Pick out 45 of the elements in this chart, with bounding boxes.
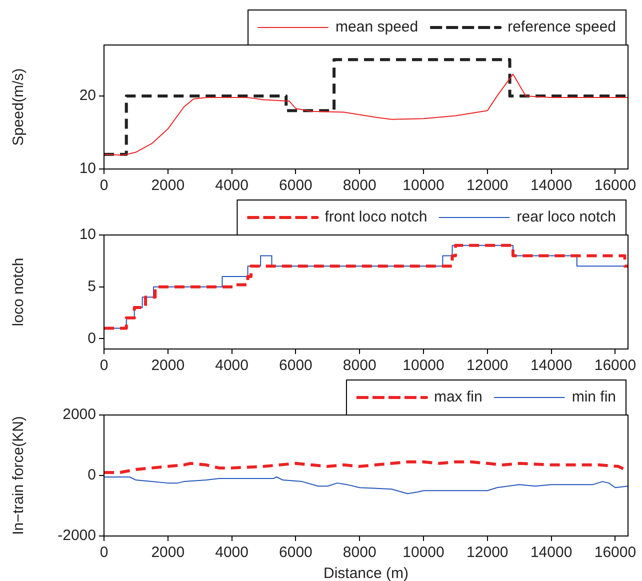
x-tick-label: 6000: [279, 177, 312, 194]
x-tick-label: 16000: [594, 357, 636, 374]
x-tick-label: 2000: [151, 357, 185, 374]
x-tick-label: 10000: [402, 177, 444, 194]
x-tick-label: 8000: [342, 544, 376, 562]
x-tick-label: 10000: [402, 544, 444, 562]
x-tick-label: 2000: [151, 177, 185, 194]
y-tick-label: 20: [79, 87, 96, 104]
x-tick-label: 0: [100, 177, 108, 194]
y-axis-title: loco notch: [10, 258, 28, 326]
y-tick-label: -2000: [58, 527, 96, 544]
y-tick-label: 5: [88, 278, 96, 295]
x-tick-label: 0: [100, 544, 108, 562]
x-tick-label: 6000: [279, 357, 312, 374]
x-tick-label: 6000: [279, 544, 312, 562]
legend-label: min fin: [572, 388, 616, 406]
x-tick-label: 8000: [342, 177, 376, 194]
x-tick-label: 14000: [530, 177, 572, 194]
legend-label: rear loco notch: [516, 208, 616, 226]
legend-label: max fin: [434, 388, 482, 406]
x-tick-label: 16000: [594, 544, 636, 562]
x-tick-label: 4000: [215, 544, 248, 562]
x-tick-label: 14000: [530, 544, 572, 562]
x-tick-label: 12000: [466, 544, 508, 562]
x-tick-label: 4000: [215, 357, 248, 374]
x-tick-label: 2000: [151, 544, 185, 562]
y-axis-title: Speed(m/s): [10, 68, 28, 146]
x-tick-label: 12000: [466, 177, 508, 194]
y-tick-label: 10: [79, 226, 96, 244]
x-axis-title: Distance (m): [323, 565, 409, 581]
y-tick-label: 10: [79, 160, 96, 178]
legend-label: mean speed: [336, 18, 418, 36]
legend-label: reference speed: [508, 18, 616, 36]
y-tick-label: 0: [88, 330, 96, 347]
x-tick-label: 12000: [466, 357, 508, 374]
x-tick-label: 8000: [342, 357, 376, 374]
x-tick-label: 0: [100, 357, 108, 374]
y-axis-title: In−train force(KN): [10, 416, 28, 535]
x-tick-label: 16000: [594, 177, 636, 194]
x-tick-label: 4000: [215, 177, 248, 194]
legend-label: front loco notch: [324, 208, 428, 226]
y-tick-label: 2000: [62, 406, 96, 424]
y-tick-label: 0: [88, 466, 96, 484]
x-tick-label: 14000: [530, 357, 572, 374]
x-tick-label: 10000: [402, 357, 444, 374]
